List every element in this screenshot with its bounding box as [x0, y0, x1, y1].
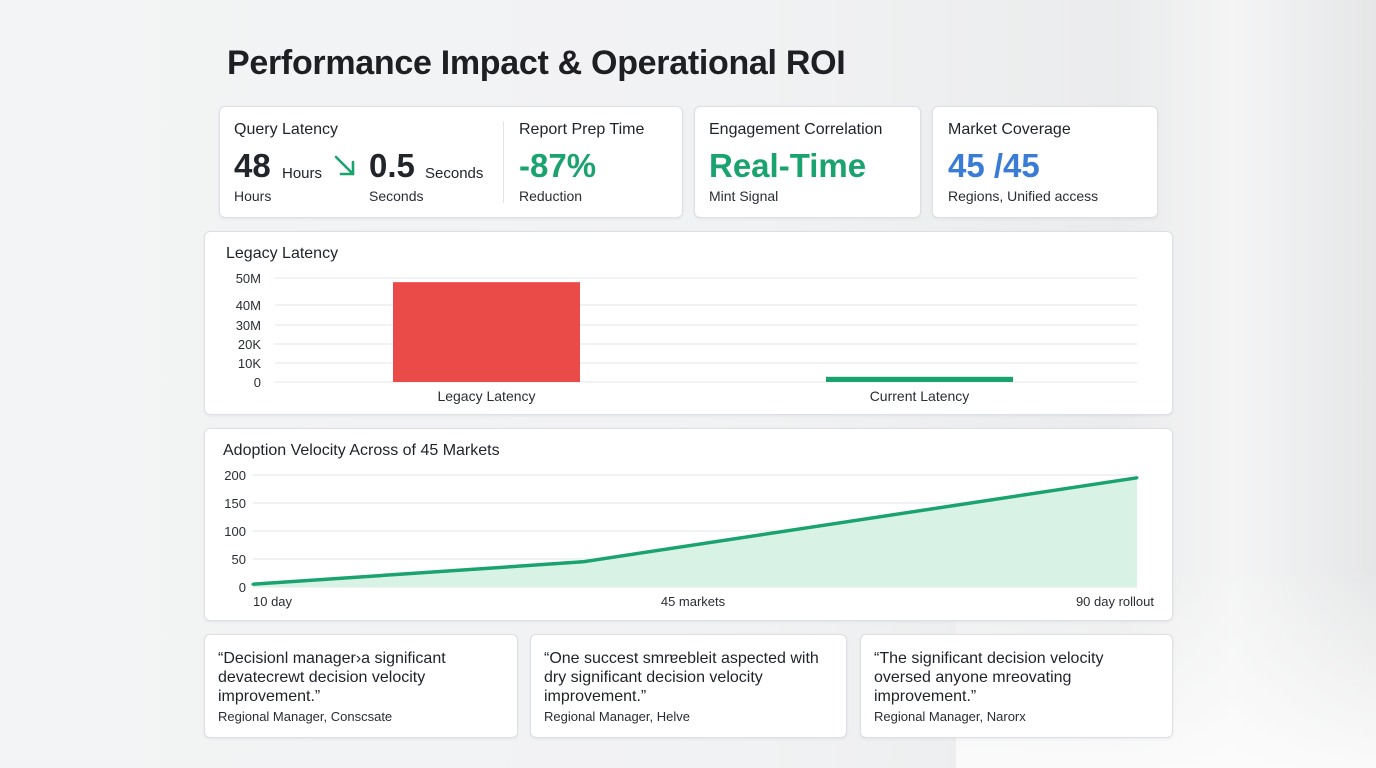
latency-chart-title: Legacy Latency — [226, 245, 339, 262]
kpi-sub-report-prep: Reduction — [519, 188, 583, 204]
kpi-unit-before: Hours — [282, 165, 323, 182]
arrow-down-right-icon — [332, 153, 358, 179]
data-point — [251, 582, 255, 586]
kpi-sub-market-coverage: Regions, Unified access — [948, 188, 1099, 204]
kpi-card-engagement: Engagement Correlation Real-Time Mint Si… — [694, 106, 921, 218]
bar — [393, 282, 580, 382]
kpi-sub-engagement: Mint Signal — [709, 188, 779, 204]
testimonial-author: Regional Manager, Narorx — [874, 709, 1026, 724]
y-tick-label: 40M — [236, 298, 261, 313]
y-tick-label: 20K — [238, 337, 261, 352]
data-point — [1135, 476, 1139, 480]
kpi-card-latency: Query Latency 48 Hours 0.5 Seconds Hours… — [219, 106, 683, 218]
x-tick-label: 45 markets — [661, 594, 726, 609]
kpi-sub-after: Seconds — [369, 188, 424, 204]
testimonial-quote: “One succest smrɐebleit aspected with dr… — [544, 650, 819, 705]
kpi-label-report-prep: Report Prep Time — [519, 121, 645, 138]
adoption-chart-title: Adoption Velocity Across of 45 Markets — [223, 442, 500, 459]
kpi-divider — [503, 121, 504, 203]
testimonial-card: “One succest smrɐebleit aspected with dr… — [530, 634, 847, 738]
testimonial-quote: “Decisionl manager›a significant devatec… — [218, 650, 446, 705]
x-tick-label: 10 day — [253, 594, 293, 609]
kpi-value-engagement: Real-Time — [709, 147, 867, 184]
area-fill — [253, 477, 1137, 587]
x-tick-label: 90 day rollout — [1076, 594, 1154, 609]
y-tick-label: 30M — [236, 318, 261, 333]
y-tick-label: 0 — [254, 375, 261, 390]
kpi-sub-before: Hours — [234, 188, 272, 204]
kpi-value-report-prep: -87% — [519, 147, 597, 184]
y-tick-label: 10K — [238, 356, 261, 371]
y-tick-label: 50M — [236, 271, 261, 286]
testimonial-author: Regional Manager, Helve — [544, 709, 690, 724]
latency-bar-chart: 0 10K 20K 30M 40M 50M Legacy Latency Current La… — [236, 271, 1137, 404]
adoption-chart-card: Adoption Velocity Across of 45 Markets 0… — [204, 428, 1173, 621]
kpi-value-before: 48 — [234, 147, 271, 184]
kpi-label-engagement: Engagement Correlation — [709, 121, 883, 138]
x-tick-label: Legacy Latency — [437, 388, 535, 404]
y-tick-label: 0 — [239, 580, 246, 595]
testimonial-author: Regional Manager, Conscsate — [218, 709, 393, 724]
page-title: Performance Impact & Operational ROI — [227, 44, 846, 82]
kpi-label-query-latency: Query Latency — [234, 121, 339, 138]
kpi-label-market-coverage: Market Coverage — [948, 121, 1071, 138]
kpi-value-after: 0.5 — [369, 147, 415, 184]
testimonial-card: “The significant decision velocity overs… — [860, 634, 1173, 738]
kpi-card-market-coverage: Market Coverage 45 /45 Regions, Unified … — [932, 106, 1158, 218]
y-tick-label: 150 — [224, 496, 246, 511]
kpi-value-market-coverage: 45 /45 — [948, 147, 1040, 184]
kpi-unit-after: Seconds — [425, 165, 484, 182]
latency-chart-card: Legacy Latency 0 10K 20K 30M 40M 50M Legacy La… — [204, 231, 1173, 415]
y-tick-label: 50 — [232, 552, 246, 567]
y-tick-label: 200 — [224, 468, 246, 483]
y-tick-label: 100 — [224, 524, 246, 539]
bar — [826, 376, 1013, 382]
x-tick-label: Current Latency — [870, 388, 970, 404]
testimonial-quote: “The significant decision velocity overs… — [874, 650, 1104, 705]
adoption-area-chart: 0 50 100 150 200 10 day 45 markets 90 day rollo… — [224, 468, 1154, 609]
data-point — [581, 560, 585, 564]
testimonial-card: “Decisionl manager›a significant devatec… — [204, 634, 518, 738]
